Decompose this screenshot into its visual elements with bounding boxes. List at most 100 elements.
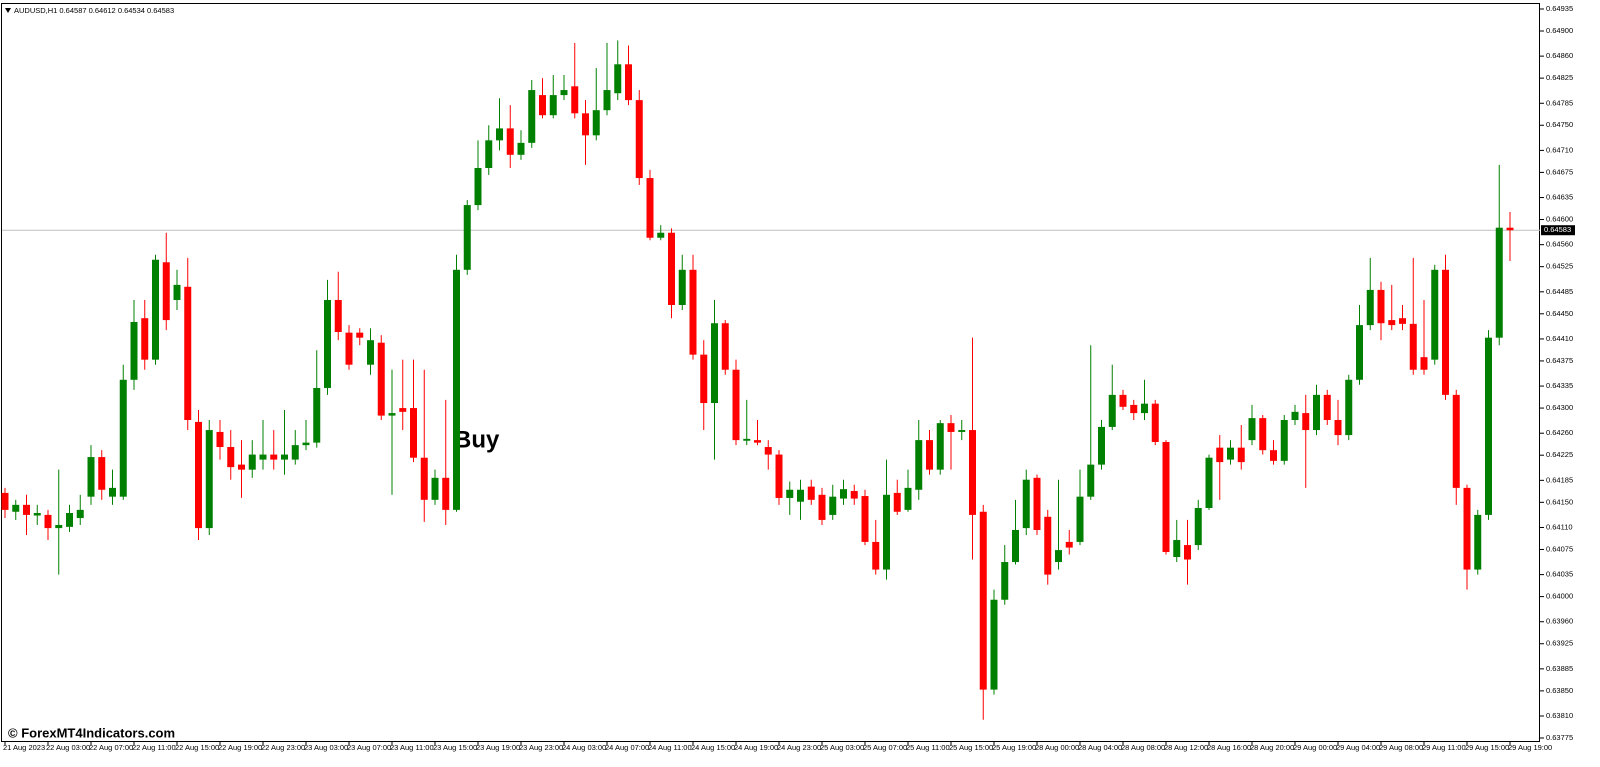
y-tick-label: 0.64260: [1546, 428, 1573, 437]
candle-body: [1452, 394, 1460, 488]
y-tick-label: 0.63925: [1546, 639, 1573, 648]
candle-body: [1033, 477, 1041, 530]
menu-icon: [5, 8, 11, 13]
x-tick-label: 29 Aug 00:00: [1293, 743, 1337, 752]
x-tick-label: 22 Aug 03:00: [46, 743, 90, 752]
candle-body: [840, 489, 847, 499]
y-tick-label: 0.64560: [1546, 240, 1573, 249]
candle-body: [1345, 379, 1353, 436]
candle-body: [388, 413, 396, 416]
candle-body: [990, 599, 998, 690]
candle-body: [861, 496, 869, 542]
watermark: © ForexMT4Indicators.com: [8, 725, 175, 740]
candle-body: [345, 332, 353, 365]
x-tick-label: 28 Aug 00:00: [1035, 743, 1079, 752]
candle-body: [1506, 227, 1514, 231]
y-tick-label: 0.64900: [1546, 26, 1573, 35]
y-tick-label: 0.64525: [1546, 262, 1573, 271]
candle-body: [893, 492, 901, 512]
candle-body: [1130, 404, 1138, 414]
x-tick-label: 25 Aug 03:00: [820, 743, 864, 752]
candle-body: [1334, 420, 1342, 436]
candle-body: [904, 487, 912, 510]
candle-body: [270, 454, 278, 460]
candle-body: [1001, 562, 1009, 600]
candle-body: [463, 205, 471, 270]
candle-body: [238, 464, 245, 470]
candle-body: [1474, 514, 1482, 570]
candle-body: [829, 496, 837, 515]
y-tick-label: 0.64035: [1546, 570, 1573, 579]
candle-body: [55, 524, 63, 529]
candle-body: [1087, 464, 1095, 497]
candle-body: [281, 454, 288, 460]
y-tick-label: 0.64110: [1546, 522, 1573, 531]
y-tick-label: 0.64225: [1546, 450, 1573, 459]
candle-body: [23, 504, 30, 515]
candle-body: [1291, 411, 1299, 421]
candle-body: [109, 487, 116, 497]
candle-body: [1065, 541, 1073, 548]
candle-body: [130, 321, 138, 380]
candle-body: [313, 387, 321, 443]
candle-body: [184, 286, 192, 421]
candle-body: [1227, 447, 1234, 460]
candle-body: [614, 64, 622, 94]
candle-body: [592, 110, 600, 136]
candle-body: [678, 269, 686, 305]
candle-body: [1173, 540, 1181, 558]
candle-body: [1098, 426, 1105, 465]
candle-body: [259, 454, 267, 460]
candle-body: [721, 323, 729, 370]
candle-body: [87, 457, 95, 497]
candle-body: [582, 113, 589, 136]
y-tick-label: 0.64600: [1546, 215, 1573, 224]
x-tick-label: 29 Aug 08:00: [1379, 743, 1423, 752]
y-tick-label: 0.63885: [1546, 664, 1573, 673]
candle-body: [539, 95, 546, 116]
x-tick-label: 22 Aug 07:00: [89, 743, 133, 752]
candle-body: [958, 430, 966, 432]
candle-body: [453, 269, 460, 510]
y-tick-label: 0.63810: [1546, 711, 1573, 720]
candle-body: [324, 299, 331, 388]
y-tick-label: 0.64750: [1546, 120, 1573, 129]
candle-body: [291, 445, 299, 460]
x-tick-label: 23 Aug 07:00: [347, 743, 391, 752]
candle-body: [754, 440, 761, 443]
candle-body: [1420, 357, 1428, 370]
candle-body: [915, 440, 923, 490]
candle-body: [560, 90, 568, 96]
x-tick-label: 24 Aug 19:00: [734, 743, 778, 752]
y-tick-label: 0.64825: [1546, 73, 1573, 82]
candle-body: [1141, 403, 1148, 414]
x-tick-label: 28 Aug 04:00: [1078, 743, 1122, 752]
y-tick-label: 0.64485: [1546, 287, 1573, 296]
candle-body: [947, 423, 955, 432]
candle-body: [1, 492, 9, 510]
x-tick-label: 24 Aug 23:00: [777, 743, 821, 752]
candle-body: [936, 423, 944, 470]
candle-body: [399, 408, 407, 412]
candle-body: [743, 438, 751, 441]
candle-body: [1399, 318, 1406, 324]
x-tick-label: 24 Aug 11:00: [648, 743, 692, 752]
x-tick-label: 22 Aug 15:00: [175, 743, 219, 752]
candle-body: [1184, 545, 1191, 560]
candle-body: [1151, 403, 1159, 443]
candle-body: [969, 430, 976, 515]
candle-body: [248, 454, 256, 470]
y-tick-label: 0.64150: [1546, 497, 1573, 506]
candle-body: [1108, 394, 1116, 427]
candle-body: [44, 514, 52, 529]
x-tick-label: 23 Aug 19:00: [476, 743, 520, 752]
y-tick-label: 0.64000: [1546, 592, 1573, 601]
x-tick-label: 21 Aug 2023: [3, 743, 45, 752]
candle-body: [689, 269, 697, 355]
x-tick-label: 28 Aug 20:00: [1250, 743, 1294, 752]
candle-body: [76, 509, 84, 519]
candle-body: [1409, 323, 1417, 370]
candle-body: [711, 323, 718, 404]
